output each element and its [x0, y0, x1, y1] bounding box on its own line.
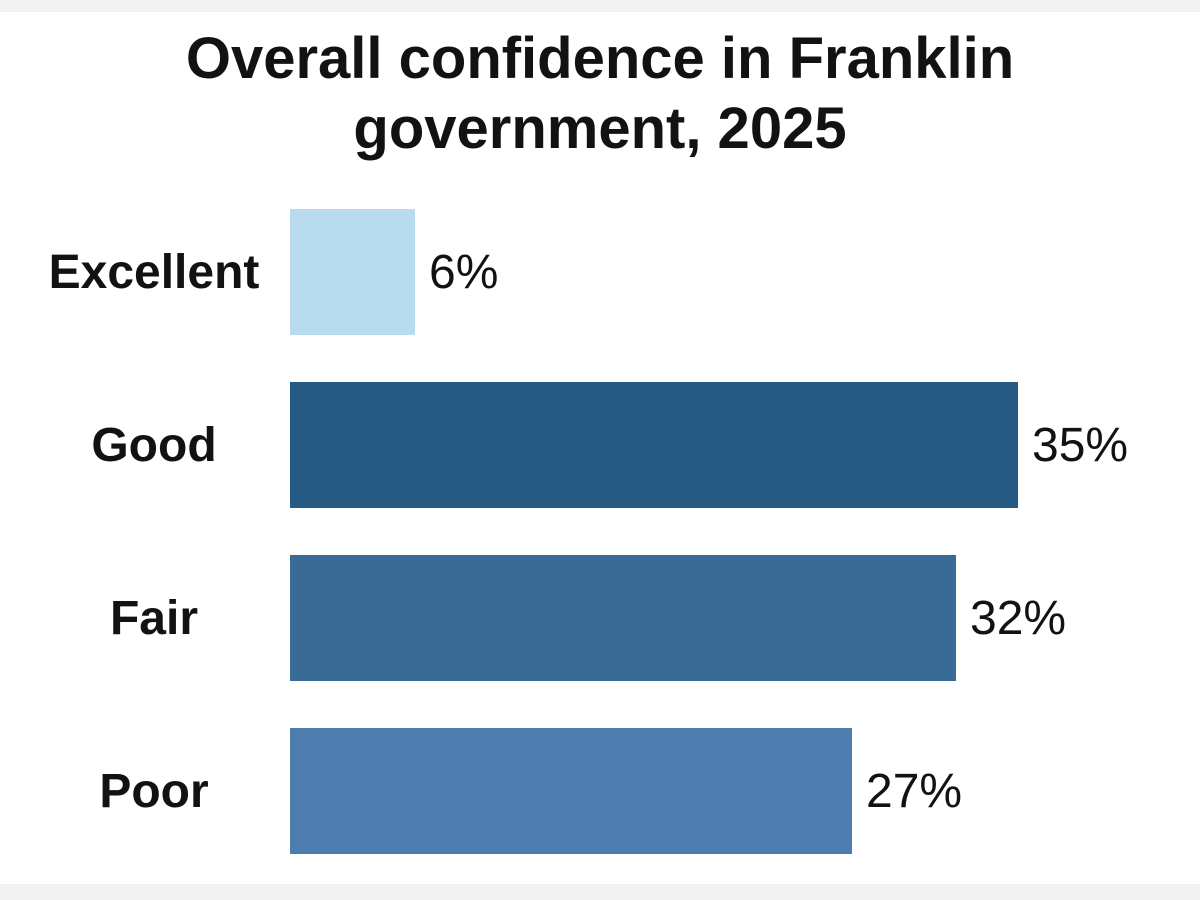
- bar: [290, 209, 415, 335]
- value-label: 35%: [1032, 418, 1129, 472]
- value-label: 6%: [429, 245, 499, 299]
- value-label: 32%: [970, 591, 1067, 645]
- bar-row: Fair 32%: [0, 555, 1200, 681]
- chart-title: Overall confidence in Franklin governmen…: [0, 24, 1200, 164]
- bar: [290, 728, 852, 854]
- category-label: Fair: [109, 591, 199, 645]
- bottom-border-strip: [0, 884, 1200, 900]
- bar-row: Excellent 6%: [0, 209, 1200, 335]
- value-label: 27%: [866, 764, 963, 818]
- chart-title-text: Overall confidence in Franklin governmen…: [185, 26, 1015, 161]
- bar-row: Good 35%: [0, 382, 1200, 508]
- bar: [290, 382, 1018, 508]
- bar: [290, 555, 956, 681]
- category-label: Excellent: [48, 245, 260, 299]
- category-label: Poor: [99, 764, 209, 818]
- bar-row: Poor 27%: [0, 728, 1200, 854]
- category-label: Good: [91, 418, 217, 472]
- top-border-strip: [0, 0, 1200, 12]
